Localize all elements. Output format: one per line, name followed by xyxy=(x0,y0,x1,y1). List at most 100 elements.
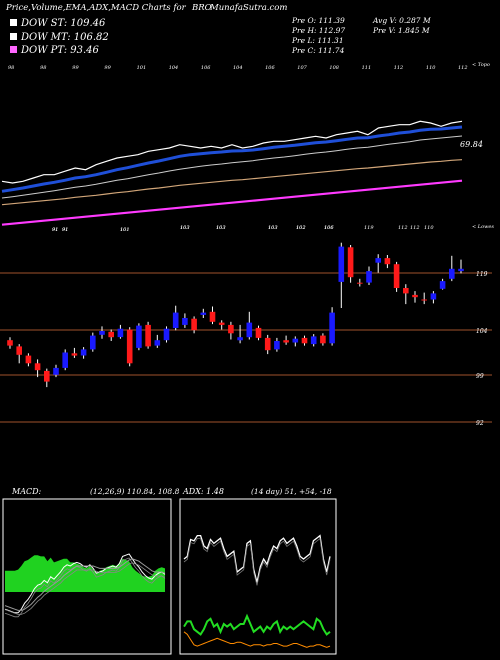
ema-top-tick-label: 112 xyxy=(394,65,404,71)
price-level-labels: 119 104 99 92 xyxy=(476,271,488,427)
ema-top-tick-label: 106 xyxy=(265,65,275,71)
candle-body xyxy=(264,337,271,351)
adx-line-di_minus xyxy=(183,613,331,636)
price-tick-label: 101 xyxy=(120,227,130,233)
candle-body xyxy=(458,268,464,272)
candle-body xyxy=(71,353,78,356)
adx-label: ADX: 1.48 xyxy=(182,487,224,496)
macd-label: MACD: xyxy=(11,487,42,496)
candle-body xyxy=(283,340,289,343)
dow-st-swatch xyxy=(10,19,17,26)
dow-st-label: DOW ST: 109.46 xyxy=(20,18,106,29)
candle-body xyxy=(366,271,372,283)
candle-body xyxy=(191,318,197,331)
ema-line-ema_slow xyxy=(1,159,463,206)
ema-line-ema_long xyxy=(1,179,463,226)
candle-body xyxy=(246,322,253,338)
ema-top-tick-label: 98 xyxy=(40,65,46,71)
ema-top-tick-label: 99 xyxy=(72,65,79,71)
macd-line-shadow xyxy=(4,562,166,615)
ema-top-tick-label: 104 xyxy=(169,65,179,71)
candle-body xyxy=(145,324,151,347)
ohlc-info: Pre O: 111.39 Pre H: 112.97 Pre L: 111.3… xyxy=(291,16,431,55)
candle-body xyxy=(126,329,133,364)
ema-bottom-tick-label: 102 xyxy=(296,225,306,231)
ema-panel: < Topo 69.84 98 98 99 99 101 104 106 104 106 107 1… xyxy=(1,62,490,233)
candle-body xyxy=(62,352,68,368)
candle-body xyxy=(99,331,105,335)
candle-body xyxy=(310,336,317,345)
ema-bottom-tick-label: 103 xyxy=(180,225,190,231)
candle-body xyxy=(347,247,354,278)
ema-top-tick-label: 101 xyxy=(137,65,147,71)
candle-body xyxy=(90,335,96,350)
candle-body xyxy=(421,299,427,301)
candle-body xyxy=(403,288,409,294)
candle-body xyxy=(209,311,216,322)
ema-line-ema_blue xyxy=(1,125,463,193)
price-levels xyxy=(0,272,492,423)
candle-body xyxy=(16,346,22,355)
price-panel: < Lowes 119 104 99 92 91 91 101 103 103 103 102 10… xyxy=(0,224,494,427)
price-tick-label: 112 xyxy=(398,225,408,231)
price-tick-label: 110 xyxy=(424,225,434,231)
ema-bottom-tick-label: 103 xyxy=(216,225,226,231)
ema-top-tick-label: 98 xyxy=(8,65,14,71)
ema-top-tick-label: 107 xyxy=(297,65,307,71)
candle-body xyxy=(292,338,299,343)
candle-body xyxy=(384,258,391,265)
site-name: MunafaSutra.com xyxy=(209,3,287,13)
candle-body xyxy=(218,322,225,325)
candle-body xyxy=(108,331,114,338)
price-tick-label: 112 xyxy=(410,225,420,231)
candle-body xyxy=(44,370,50,382)
ema-bottom-tick-label: 91 xyxy=(52,227,58,233)
candle-body xyxy=(320,335,326,344)
dow-pt-label: DOW PT: 93.46 xyxy=(20,45,100,56)
price-tick-label: 91 xyxy=(62,227,68,233)
adx-series xyxy=(183,534,331,648)
price-tick-label: 103 xyxy=(216,225,226,231)
chart-symbol: BRO xyxy=(191,3,212,13)
pre-high: Pre H: 112.97 xyxy=(291,26,345,35)
adx-line-di-plus-shadow xyxy=(183,537,331,586)
ema-top-tick-label: 106 xyxy=(201,65,211,71)
ema-bottom-tick-labels: 91 91 101 103 103 103 102 106 xyxy=(52,225,334,233)
ema-top-tick-labels: 98 98 99 99 101 104 106 104 106 107 108 111 112 110 11… xyxy=(8,65,468,71)
ema-bottom-tick-label: 106 xyxy=(324,225,334,231)
price-top-label: < Lowes xyxy=(472,224,494,230)
ema-line-ema_mid xyxy=(1,135,463,199)
candle-body xyxy=(200,312,207,315)
avg-volume: Avg V: 0.287 M xyxy=(372,16,431,25)
price-level-label: 99 xyxy=(476,373,484,380)
ema-top-tick-label: 108 xyxy=(329,65,339,71)
pre-volume: Pre V: 1.845 M xyxy=(372,26,430,35)
macd-line-macd xyxy=(4,553,166,614)
price-top-tick-labels: 91 91 101 103 103 103 102 106 119 112 112 110 xyxy=(52,225,434,233)
price-level-label: 119 xyxy=(476,271,488,278)
candle-body xyxy=(329,312,335,344)
candle-body xyxy=(393,264,400,288)
ema-bottom-tick-label: 101 xyxy=(120,227,130,233)
candle-body xyxy=(172,312,179,328)
adx-line-adx xyxy=(183,631,331,648)
ema-top-tick-label: 111 xyxy=(362,65,372,71)
dow-legend: DOW ST: 109.46 DOW MT: 106.82 DOW PT: 93… xyxy=(10,18,109,56)
macd-values: (12,26,9) 110.84, 108.8 xyxy=(90,487,180,496)
price-level-label: 104 xyxy=(476,328,488,335)
ema-top-tick-label: 99 xyxy=(104,65,111,71)
candle-body xyxy=(338,246,345,282)
candle-body xyxy=(301,337,308,344)
ema-lines xyxy=(1,120,463,226)
ema-top-tick-label: 110 xyxy=(426,65,436,71)
price-level-label: 92 xyxy=(476,420,484,427)
pre-open: Pre O: 111.39 xyxy=(291,16,345,25)
candle-body xyxy=(375,258,381,263)
candle-body xyxy=(449,268,455,279)
pre-low: Pre L: 111.31 xyxy=(291,36,344,45)
ema-top-label: < Topo xyxy=(472,62,490,68)
candle-body xyxy=(430,293,437,300)
candle-body xyxy=(274,341,280,350)
